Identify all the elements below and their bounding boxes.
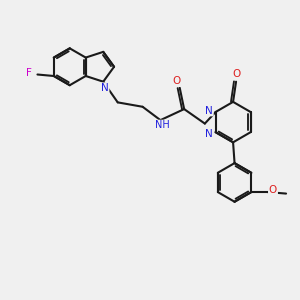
- Text: N: N: [205, 129, 213, 139]
- Text: O: O: [232, 69, 240, 79]
- Text: N: N: [205, 106, 213, 116]
- Text: F: F: [26, 68, 32, 78]
- Text: O: O: [172, 76, 180, 86]
- Text: N: N: [101, 83, 109, 93]
- Text: NH: NH: [155, 121, 170, 130]
- Text: O: O: [269, 185, 277, 195]
